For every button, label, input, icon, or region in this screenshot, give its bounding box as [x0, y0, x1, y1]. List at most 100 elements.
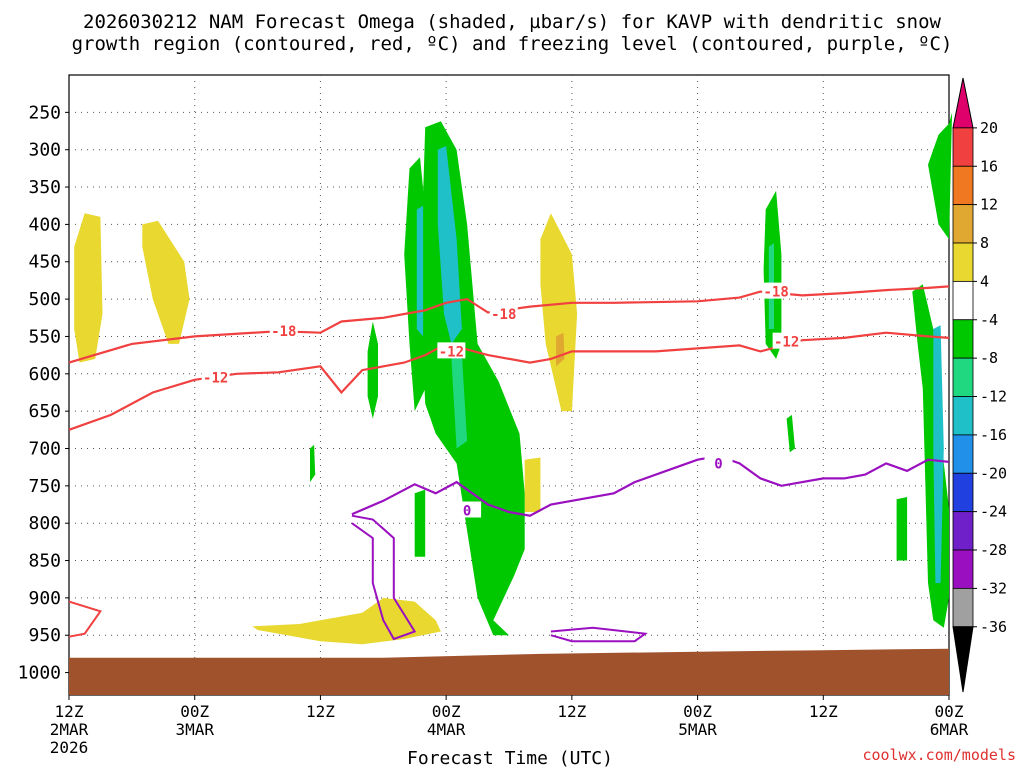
contour-label-bg-5	[772, 332, 801, 349]
colorbar-swatch-7	[952, 357, 974, 397]
y-tick-label-350: 350	[28, 177, 61, 198]
colorbar: 20 16 12 8 4 -4 -8 -12 -16 -20 -24 -28 -32 -36	[952, 77, 1007, 693]
omega-region-green-d	[310, 444, 316, 483]
plot-area-frame	[68, 74, 950, 696]
colorbar-swatch-10	[952, 472, 974, 513]
y-tick-label-700: 700	[28, 438, 61, 459]
ground-surface-fill	[69, 648, 949, 695]
colorbar-swatch-4	[952, 242, 974, 282]
omega-region-green-e	[414, 489, 426, 557]
omega-region-green-c	[367, 321, 378, 419]
omega-region-cyan-d	[933, 325, 944, 583]
omega-region-yellow	[524, 457, 541, 512]
y-tick-label-1000: 1000	[18, 663, 61, 684]
colorbar-swatch-6	[952, 319, 974, 359]
omega-region-cyan-a	[437, 146, 462, 344]
omega-region-orange	[556, 332, 565, 367]
colorbar-label-7: -8	[980, 349, 998, 367]
y-tick-label-900: 900	[28, 588, 61, 609]
contour-label-bg-3	[201, 368, 230, 385]
y-tick-label-500: 500	[28, 289, 61, 310]
colorbar-swatch-5	[952, 280, 974, 321]
contour-label-1: -18	[491, 307, 516, 323]
contour-label-5: -12	[774, 335, 799, 351]
y-tick-label-750: 750	[28, 476, 61, 497]
omega-shading	[69, 112, 953, 695]
omega-region-cyan-b	[416, 205, 424, 337]
x-tick-date-0: 2MAR	[50, 720, 89, 739]
colorbar-label-13: -32	[980, 579, 1007, 597]
colorbar-swatch-1	[952, 127, 974, 167]
x-tick-year-0: 2026	[50, 738, 89, 757]
grid-lines	[69, 75, 949, 695]
chart-title-line2: growth region (contoured, red, ºC) and f…	[72, 33, 953, 55]
x-tick-time-2: 12Z	[306, 702, 335, 721]
colorbar-swatch-11	[952, 511, 974, 551]
contour-label-bg-6	[453, 501, 482, 518]
y-tick-label-450: 450	[28, 252, 61, 273]
colorbar-label-11: -24	[980, 503, 1007, 521]
y-tick-label-950: 950	[28, 625, 61, 646]
y-tick-label-650: 650	[28, 401, 61, 422]
colorbar-label-2: 16	[980, 157, 998, 175]
colorbar-label-10: -20	[980, 464, 1007, 482]
colorbar-label-last: -36	[980, 618, 1007, 636]
contour-label-7: 0	[714, 456, 722, 472]
contour-label-0: -18	[271, 324, 296, 340]
contour-line-freezing-loop-b	[550, 626, 648, 643]
y-tick-label-800: 800	[28, 513, 61, 534]
omega-region-green-g	[786, 414, 795, 453]
omega-region-yellow	[540, 213, 578, 412]
contour-line-0	[68, 285, 950, 364]
colorbar-label-1: 20	[980, 119, 998, 137]
x-tick-time-4: 12Z	[557, 702, 586, 721]
contour-label-bg-1	[489, 305, 518, 322]
x-axis-title: Forecast Time (UTC)	[407, 748, 613, 768]
colorbar-swatch-bottom-arrow	[952, 626, 974, 693]
y-tick-label-550: 550	[28, 326, 61, 347]
x-tick-time-5: 00Z	[683, 702, 712, 721]
contour-label-6: 0	[463, 503, 471, 519]
contour-line-2	[351, 454, 950, 517]
chart-title-line1: 2026030212 NAM Forecast Omega (shaded, µ…	[83, 11, 941, 33]
x-tick-date-5: 5MAR	[678, 720, 717, 739]
y-tick-label-850: 850	[28, 551, 61, 572]
contour-lines: -18 -18 -18 -12 -12 -12 0 0	[68, 282, 950, 643]
contour-label-bg-0	[269, 322, 298, 339]
colorbar-label-3: 12	[980, 196, 998, 214]
omega-region-yellow	[74, 213, 103, 363]
x-tick-time-0: 12Z	[55, 702, 84, 721]
colorbar-label-5: 4	[980, 272, 989, 290]
contour-line-surface-red	[68, 600, 103, 638]
colorbar-swatch-9	[952, 434, 974, 474]
colorbar-label-12: -28	[980, 541, 1007, 559]
omega-region-green-j	[896, 497, 908, 561]
y-tick-label-250: 250	[28, 102, 61, 123]
colorbar-swatch-13	[952, 587, 974, 628]
omega-region-yellow	[252, 597, 441, 645]
colorbar-swatch-3	[952, 204, 974, 244]
colorbar-label-4: 8	[980, 234, 989, 252]
y-tick-label-300: 300	[28, 140, 61, 161]
contour-label-bg-7	[704, 454, 733, 471]
x-tick-date-3: 4MAR	[427, 720, 466, 739]
omega-region-yellow	[142, 220, 190, 344]
colorbar-label-6: -4	[980, 311, 998, 329]
contour-line-freezing-loop-a	[351, 514, 417, 641]
colorbar-swatch-top-arrow	[952, 77, 974, 129]
x-tick-time-6: 12Z	[809, 702, 838, 721]
colorbar-swatch-8	[952, 396, 974, 436]
contour-label-3: -12	[203, 371, 228, 387]
omega-region-green-h	[928, 112, 953, 240]
colorbar-label-9: -16	[980, 426, 1007, 444]
x-tick-date-1: 3MAR	[175, 720, 214, 739]
contour-label-bg-4	[437, 342, 466, 359]
x-tick-time-7: 00Z	[935, 702, 964, 721]
x-tick-time-1: 00Z	[180, 702, 209, 721]
x-tick-date-7: 6MAR	[930, 720, 969, 739]
colorbar-swatch-2	[952, 165, 974, 206]
contour-label-bg-2	[762, 282, 791, 299]
y-axis-labels: 250 300 350 400 450 500 550 600 650 700 750 800 850 9…	[18, 102, 69, 684]
